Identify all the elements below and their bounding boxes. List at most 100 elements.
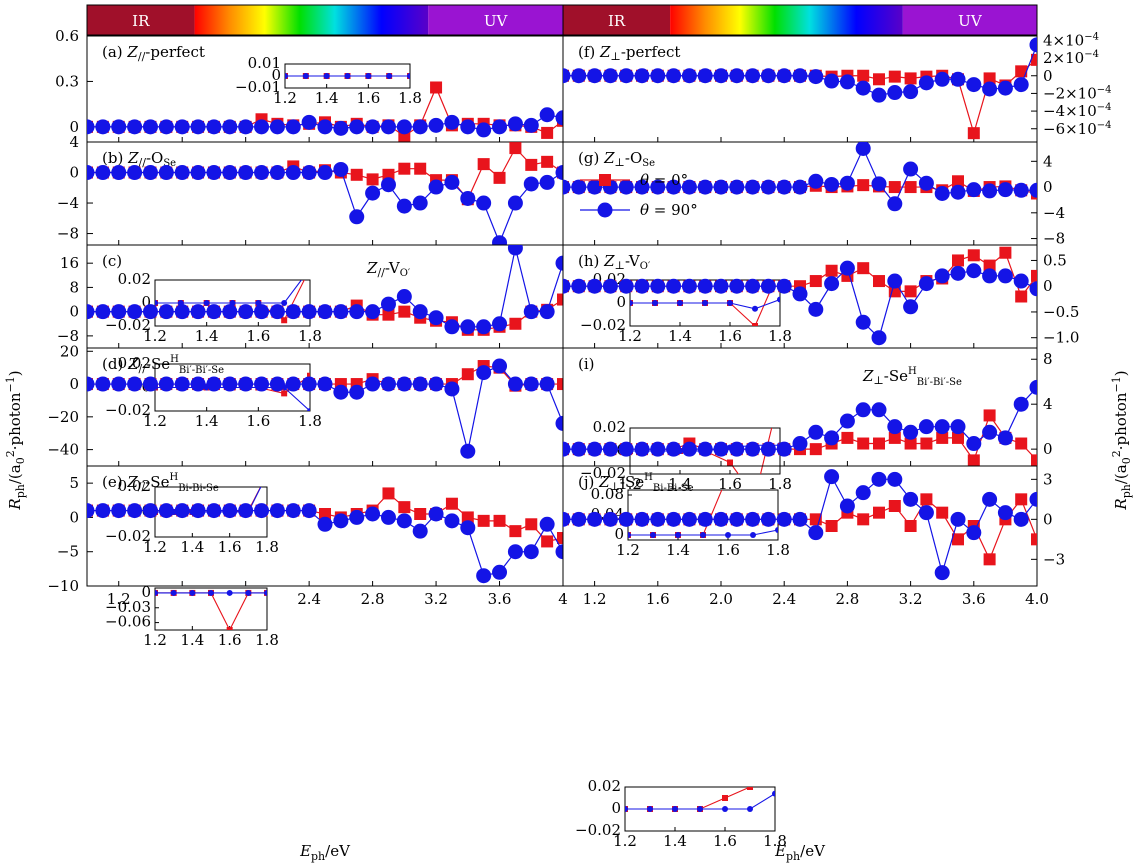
x-tick-label: 2.8 [835,590,859,608]
y-tick-label: 2×10−4 [1043,49,1099,67]
y-tick-label: 0 [69,303,79,321]
theta0-point [493,514,506,527]
theta90-point [729,511,745,527]
theta90-point [412,119,428,135]
theta90-point [523,544,539,560]
theta90-point [618,68,634,84]
theta0-point [382,487,395,500]
theta90-point [206,503,222,519]
theta90-point [808,424,824,440]
theta90-point [839,260,855,276]
theta0-point [414,508,427,520]
theta90-point [507,116,523,132]
theta90-point [681,68,697,84]
theta0-point [1031,454,1037,466]
theta90-point [238,165,254,181]
y-tick-label: 4×10−4 [1043,31,1099,49]
inset-x-tick-label: 1.6 [716,541,740,559]
theta90-point [476,122,492,138]
theta90-point [269,119,285,135]
theta0-point [414,162,427,175]
theta90-point [285,503,301,519]
theta90-point [824,276,840,292]
theta0-point [999,246,1012,259]
theta90-point [982,491,998,507]
theta90-point [602,68,618,84]
panel-c: −8 0 8 16 (c) Z//-VO′ −0.02 0 0.02 1.2 1.4 1.6 1.8 [57,244,564,430]
panel-label: (f) Z⊥-perfect [578,43,680,63]
theta90-point [333,384,349,400]
inset-y-tick-label: −0.02 [580,464,626,482]
theta0-point [888,431,901,444]
legend-label: θ = 0° [640,171,688,189]
theta90-point [396,513,412,529]
theta90-point [855,314,871,330]
theta90-point [760,511,776,527]
theta90-point [365,304,381,320]
theta0-point [952,431,964,444]
theta90-inset-point [203,300,210,306]
theta90-point [301,114,317,130]
theta90-point [492,235,508,245]
inset-y-tick-label: −0.06 [105,613,151,631]
theta90-point [111,503,127,519]
theta0-point [350,168,363,181]
theta90-point [333,161,349,177]
theta90-point [855,485,871,501]
theta90-point [206,119,222,135]
theta90-point [982,268,998,284]
theta90-point [760,441,776,457]
theta90-point [365,506,381,522]
ir-band [87,5,195,35]
theta90-point [158,165,174,181]
theta90-point [238,376,254,392]
theta90-point [1013,273,1029,289]
theta90-point [285,119,301,135]
theta90-point [349,119,365,135]
band-label-uv: UV [484,12,509,30]
theta90-point [174,304,190,320]
theta0-point [983,553,996,566]
theta90-inset-point [208,589,214,596]
theta90-inset-point [264,472,270,478]
theta0-inset-point [281,390,288,397]
theta0-point [1031,269,1037,282]
inset-x-tick-label: 1.2 [143,327,167,345]
theta90-point [87,503,95,519]
theta90-point [776,68,792,84]
theta90-point [285,165,301,181]
theta90-inset-point [652,300,658,306]
theta90-point [87,304,95,320]
theta90-point [1029,182,1037,198]
theta90-point [380,509,396,525]
theta0-point [1031,533,1037,546]
theta90-point [871,402,887,418]
theta90-point [87,165,95,181]
x-tick-label: 4 [558,590,568,608]
theta0-point [366,173,379,186]
theta90-point [254,119,270,135]
inset-y-tick-label: −0.02 [580,316,626,334]
theta0-point [1015,437,1028,450]
y-tick-label: −0.5 [1043,303,1079,321]
theta90-point [887,471,903,487]
y-axis-label: Rph/(a02·photon−1) [1110,370,1133,510]
inset-y-tick-label: 0 [141,293,151,311]
theta0-point [398,162,411,175]
theta90-point [95,165,111,181]
theta90-point [365,119,381,135]
theta90-point [539,174,555,190]
theta0-inset-point [752,323,758,326]
theta90-point [523,376,539,392]
theta90-point [238,119,254,135]
theta90-point [855,142,871,156]
theta90-point [158,119,174,135]
y-tick-label: −1.0 [1043,329,1079,347]
x-tick-label: 2.0 [709,590,733,608]
theta90-point [681,278,697,294]
theta90-point [476,319,492,335]
theta90-point [839,74,855,90]
theta90-point [618,278,634,294]
